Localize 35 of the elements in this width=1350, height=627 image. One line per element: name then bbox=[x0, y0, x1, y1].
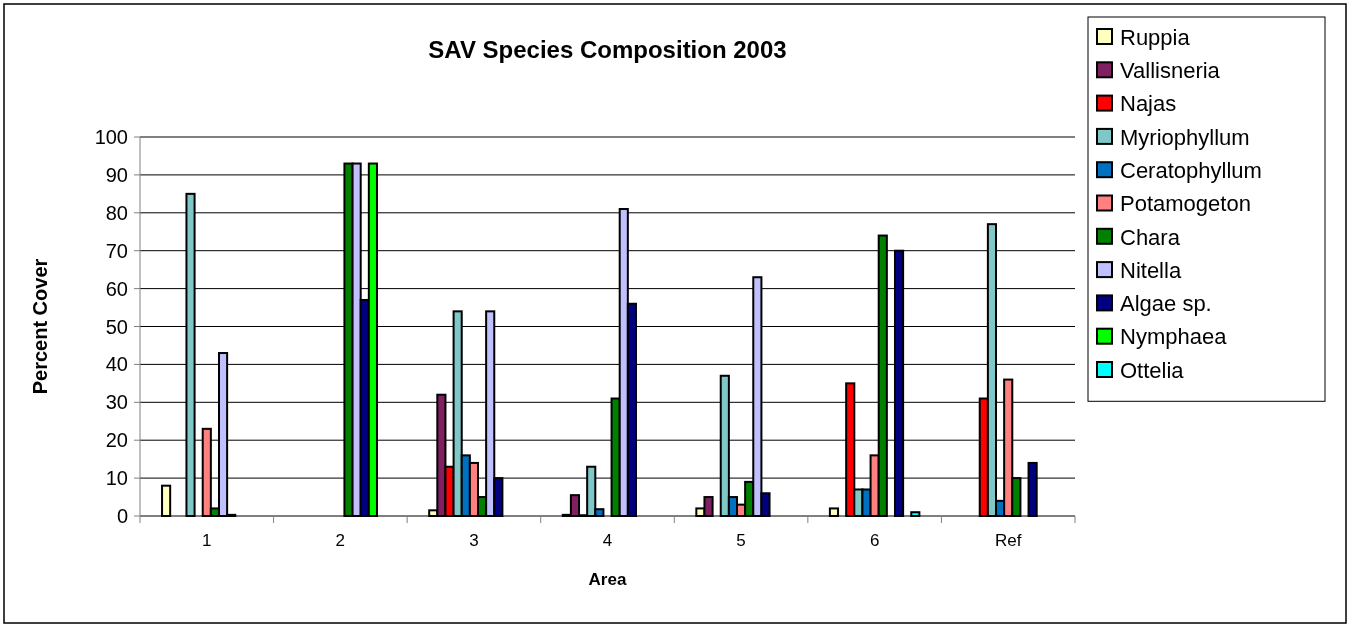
legend-label: Ottelia bbox=[1120, 357, 1185, 383]
legend-label: Nymphaea bbox=[1120, 324, 1228, 350]
bar bbox=[910, 511, 921, 517]
bar bbox=[828, 507, 840, 517]
legend-label: Nitella bbox=[1120, 257, 1182, 283]
y-tick-label: 30 bbox=[105, 391, 128, 414]
legend-label: Ruppia bbox=[1120, 24, 1191, 50]
y-tick-label: 50 bbox=[105, 315, 128, 338]
y-tick-label: 90 bbox=[105, 163, 128, 186]
y-tick-label: 10 bbox=[105, 467, 128, 490]
legend-label: Potamogeton bbox=[1120, 191, 1251, 217]
y-tick-label: 0 bbox=[116, 505, 128, 527]
y-tick-label: 40 bbox=[105, 353, 128, 376]
chart-title: SAV Species Composition 2003 bbox=[428, 36, 787, 63]
legend-label: Algae sp. bbox=[1120, 291, 1212, 317]
y-tick-label: 70 bbox=[105, 239, 128, 262]
y-axis-title: Percent Cover bbox=[29, 258, 51, 395]
x-tick-label: 2 bbox=[335, 531, 346, 550]
legend-label: Najas bbox=[1120, 91, 1177, 117]
x-tick-label: 6 bbox=[869, 531, 880, 550]
x-tick-label: 1 bbox=[202, 531, 212, 550]
y-tick-label: 60 bbox=[105, 277, 128, 300]
y-tick-label: 80 bbox=[105, 201, 128, 224]
legend-label: Myriophyllum bbox=[1120, 124, 1250, 150]
x-tick-label: 5 bbox=[736, 531, 746, 550]
bar bbox=[161, 484, 172, 517]
legend-label: Chara bbox=[1120, 224, 1181, 250]
y-tick-label: 20 bbox=[105, 429, 128, 452]
x-tick-label: 3 bbox=[469, 531, 479, 550]
x-tick-label: 4 bbox=[602, 531, 613, 550]
x-tick-label: Ref bbox=[994, 531, 1022, 550]
y-tick-label: 100 bbox=[94, 126, 128, 148]
x-axis-title: Area bbox=[588, 570, 627, 589]
legend-label: Vallisneria bbox=[1120, 58, 1221, 83]
legend-label: Ceratophyllum bbox=[1120, 157, 1262, 183]
